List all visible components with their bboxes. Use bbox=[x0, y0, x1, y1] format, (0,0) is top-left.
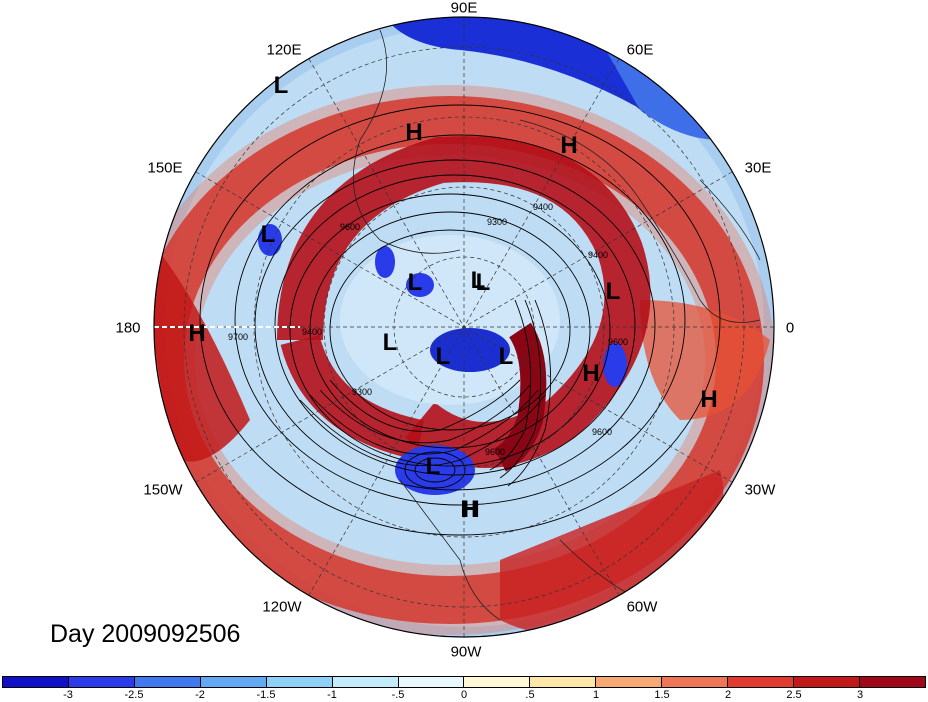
colorbar-tick-label: 3 bbox=[856, 689, 864, 701]
colorbar-tick-label: -3 bbox=[63, 689, 73, 701]
contour-label: 9600 bbox=[485, 447, 505, 457]
contour-label: 9700 bbox=[228, 332, 248, 342]
contour-label: 9400 bbox=[588, 250, 608, 260]
colorbar-tick-label: -1.5 bbox=[256, 689, 276, 701]
low-pressure-marker: L bbox=[605, 278, 621, 305]
colorbar-segment bbox=[530, 677, 597, 687]
high-pressure-marker: H bbox=[462, 496, 480, 523]
lon-label-150e: 150E bbox=[147, 159, 183, 177]
lon-label-30w: 30W bbox=[744, 481, 776, 499]
colorbar-segment bbox=[68, 677, 135, 687]
low-pressure-marker: L bbox=[435, 343, 451, 370]
colorbar-tick-label: 2 bbox=[724, 689, 732, 701]
colorbar-tick-label: -1 bbox=[327, 689, 337, 701]
low-pressure-marker: L bbox=[407, 269, 423, 296]
colorbar bbox=[2, 676, 926, 688]
colorbar-segment bbox=[464, 677, 531, 687]
geopotential-contours bbox=[199, 104, 721, 536]
contour-label: 9600 bbox=[592, 427, 612, 437]
graticule bbox=[154, 17, 774, 637]
low-pressure-marker: L bbox=[382, 329, 398, 356]
lon-label-120w: 120W bbox=[262, 598, 302, 616]
colorbar-tick-label: 1.5 bbox=[654, 689, 670, 701]
colorbar-tick-label: .5 bbox=[525, 689, 535, 701]
lon-label-150w: 150W bbox=[143, 481, 183, 499]
colorbar-tick-label: 1 bbox=[592, 689, 600, 701]
low-pressure-marker: L bbox=[425, 453, 441, 480]
lon-label-30e: 30E bbox=[744, 159, 772, 177]
low-pressure-marker: L bbox=[260, 221, 276, 248]
colorbar-tick-label: -.5 bbox=[391, 689, 405, 701]
contour-label: 9600 bbox=[608, 337, 628, 347]
colorbar-segment bbox=[859, 677, 925, 687]
colorbar-segment bbox=[266, 677, 333, 687]
lon-label-0: 0 bbox=[785, 319, 795, 337]
colorbar-segment bbox=[728, 677, 795, 687]
anomaly-field bbox=[154, 17, 774, 637]
high-pressure-marker: H bbox=[560, 132, 578, 159]
date-title: Day 2009092506 bbox=[50, 620, 241, 648]
contour-label: 9400 bbox=[533, 202, 553, 212]
contour-label: 9300 bbox=[352, 387, 372, 397]
low-pressure-marker: L bbox=[498, 343, 514, 370]
colorbar-segment bbox=[662, 677, 729, 687]
colorbar-tick-label: -2.5 bbox=[124, 689, 144, 701]
lon-label-90e: 90E bbox=[450, 0, 478, 17]
colorbar-tick-label: -2 bbox=[195, 689, 205, 701]
colorbar-tick-label: 2.5 bbox=[786, 689, 802, 701]
colorbar-segment bbox=[596, 677, 663, 687]
colorbar-tick-label: 0 bbox=[460, 689, 468, 701]
coastlines bbox=[352, 29, 761, 621]
colorbar-segment bbox=[332, 677, 399, 687]
colorbar-segment bbox=[134, 677, 201, 687]
contour-label: 9400 bbox=[302, 327, 322, 337]
colorbar-segment bbox=[200, 677, 267, 687]
colorbar-segment bbox=[3, 677, 69, 687]
colorbar-segment bbox=[794, 677, 860, 687]
high-pressure-marker: H bbox=[460, 496, 478, 523]
lon-label-60e: 60E bbox=[626, 41, 654, 59]
low-pressure-marker: L bbox=[273, 72, 289, 99]
contour-label: 9300 bbox=[487, 217, 507, 227]
lon-label-180: 180 bbox=[115, 319, 141, 337]
low-pressure-marker: L bbox=[475, 269, 491, 296]
high-pressure-marker: H bbox=[188, 320, 206, 347]
lon-label-60w: 60W bbox=[626, 598, 658, 616]
colorbar-segment bbox=[398, 677, 465, 687]
low-pressure-marker: L bbox=[470, 267, 486, 294]
lon-label-90w: 90W bbox=[450, 643, 482, 661]
high-pressure-marker: H bbox=[405, 119, 423, 146]
high-pressure-marker: H bbox=[582, 360, 600, 387]
lon-label-120e: 120E bbox=[266, 41, 302, 59]
high-pressure-marker: H bbox=[700, 386, 718, 413]
contour-label: 9600 bbox=[340, 222, 360, 232]
